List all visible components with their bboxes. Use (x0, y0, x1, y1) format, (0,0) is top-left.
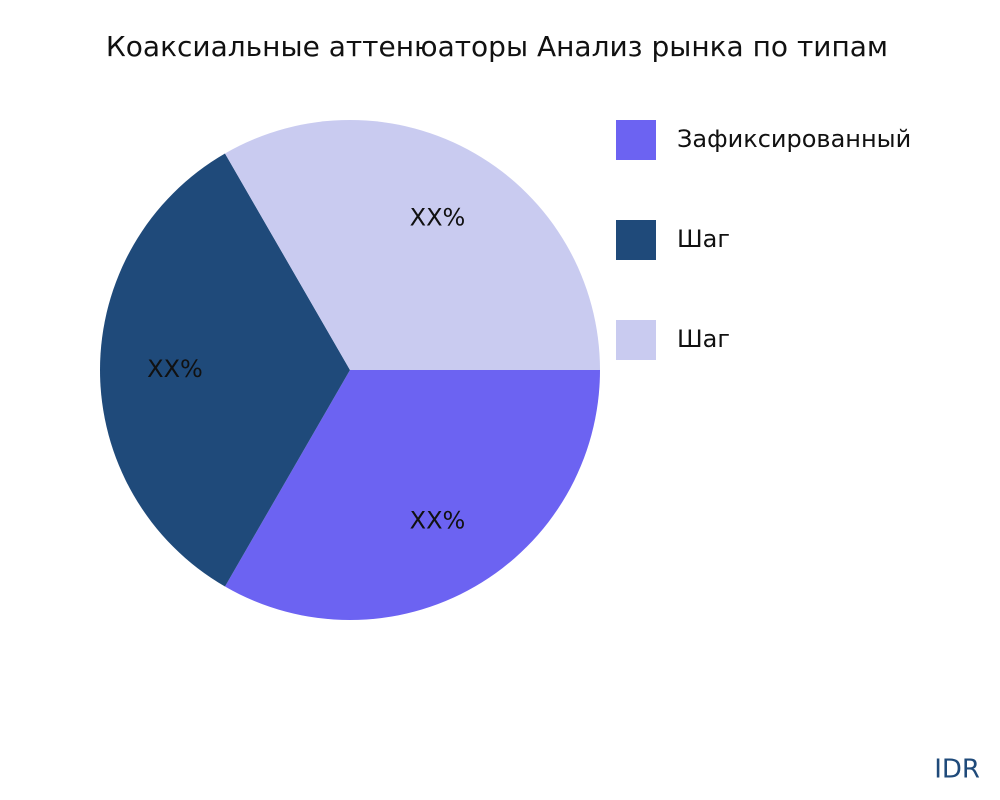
watermark: IDR (934, 755, 980, 785)
data-label: XX% (147, 355, 203, 383)
pie-slice (225, 370, 600, 620)
legend-label: Зафиксированный (677, 125, 911, 153)
legend-swatch (616, 120, 656, 160)
legend-swatch (616, 220, 656, 260)
data-label: XX% (410, 507, 466, 535)
legend-swatch (616, 320, 656, 360)
data-label: XX% (410, 203, 466, 231)
chart-title: Коаксиальные аттенюаторы Анализ рынка по… (106, 30, 888, 63)
legend-label: Шаг (677, 325, 730, 353)
legend-label: Шаг (677, 225, 730, 253)
pie-slice (225, 119, 600, 370)
